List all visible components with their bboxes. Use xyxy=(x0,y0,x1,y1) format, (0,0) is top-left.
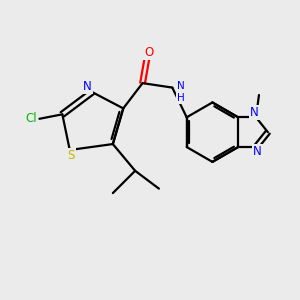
Text: O: O xyxy=(144,46,153,59)
Text: Cl: Cl xyxy=(25,112,37,125)
Text: S: S xyxy=(68,149,75,162)
Text: N: N xyxy=(250,106,259,119)
Text: N: N xyxy=(83,80,92,93)
Text: N
H: N H xyxy=(177,81,185,103)
Text: N: N xyxy=(253,145,262,158)
